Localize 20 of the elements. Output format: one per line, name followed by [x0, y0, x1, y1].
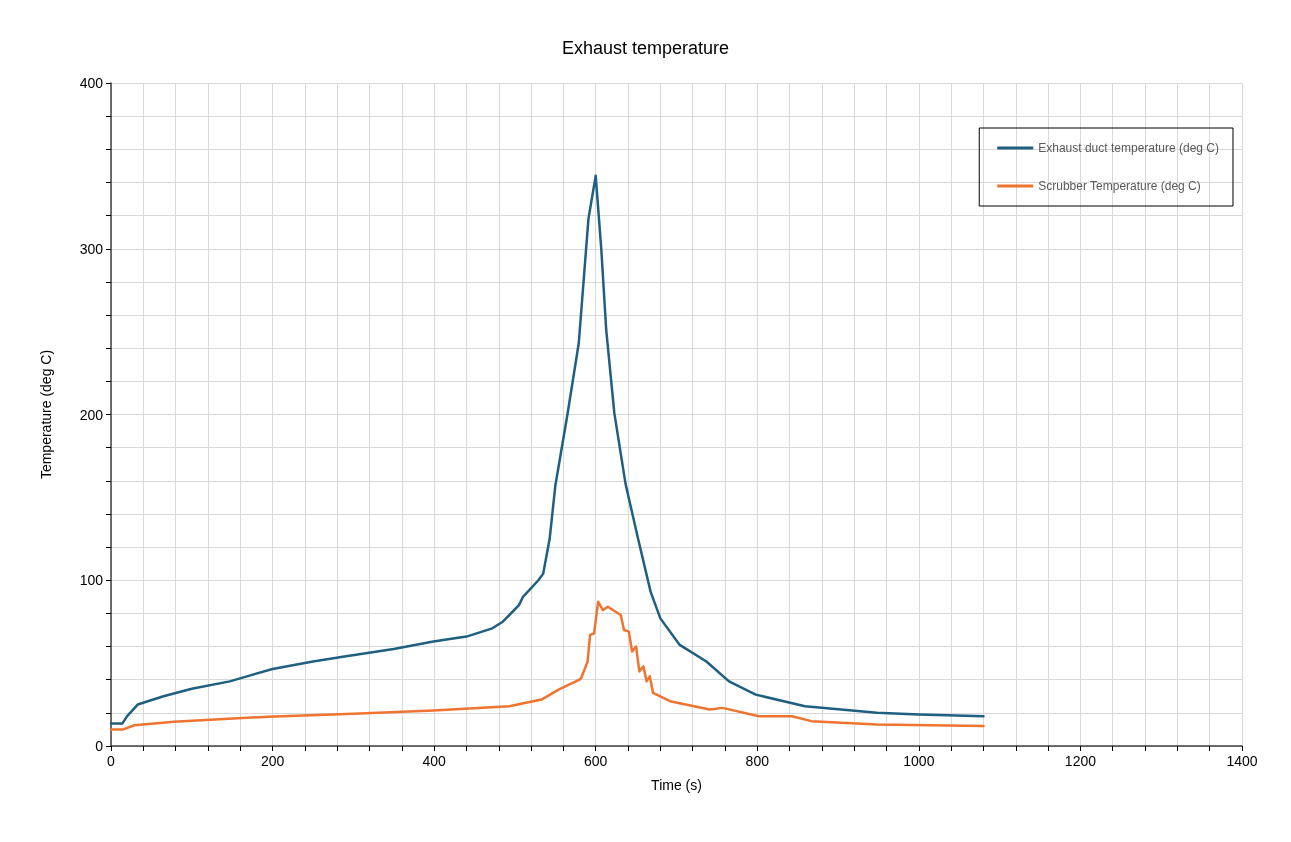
x-tick-label: 0	[107, 753, 116, 769]
x-tick-label: 600	[584, 753, 608, 769]
x-tick-label: 1000	[903, 753, 935, 769]
legend-label: Scrubber Temperature (deg C)	[1038, 179, 1201, 193]
y-axis-title: Temperature (deg C)	[38, 349, 54, 480]
line-series	[109, 174, 985, 725]
y-tick-label: 200	[79, 406, 104, 423]
y-tick-label: 100	[79, 572, 104, 589]
line-series	[109, 600, 985, 731]
y-tick-label: 0	[95, 738, 104, 754]
x-tick-label: 400	[422, 753, 447, 769]
x-axis-title: Time (s)	[651, 777, 702, 793]
y-tick-label: 400	[79, 75, 104, 91]
x-tick-label: 1200	[1064, 753, 1097, 769]
y-tick-label: 300	[79, 240, 104, 257]
x-tick-label: 800	[745, 753, 770, 769]
chart-title: Exhaust temperature	[561, 38, 730, 58]
x-tick-label: 1400	[1226, 753, 1258, 769]
x-tick-label: 200	[260, 753, 285, 769]
legend-label: Exhaust duct temperature (deg C)	[1038, 141, 1220, 155]
